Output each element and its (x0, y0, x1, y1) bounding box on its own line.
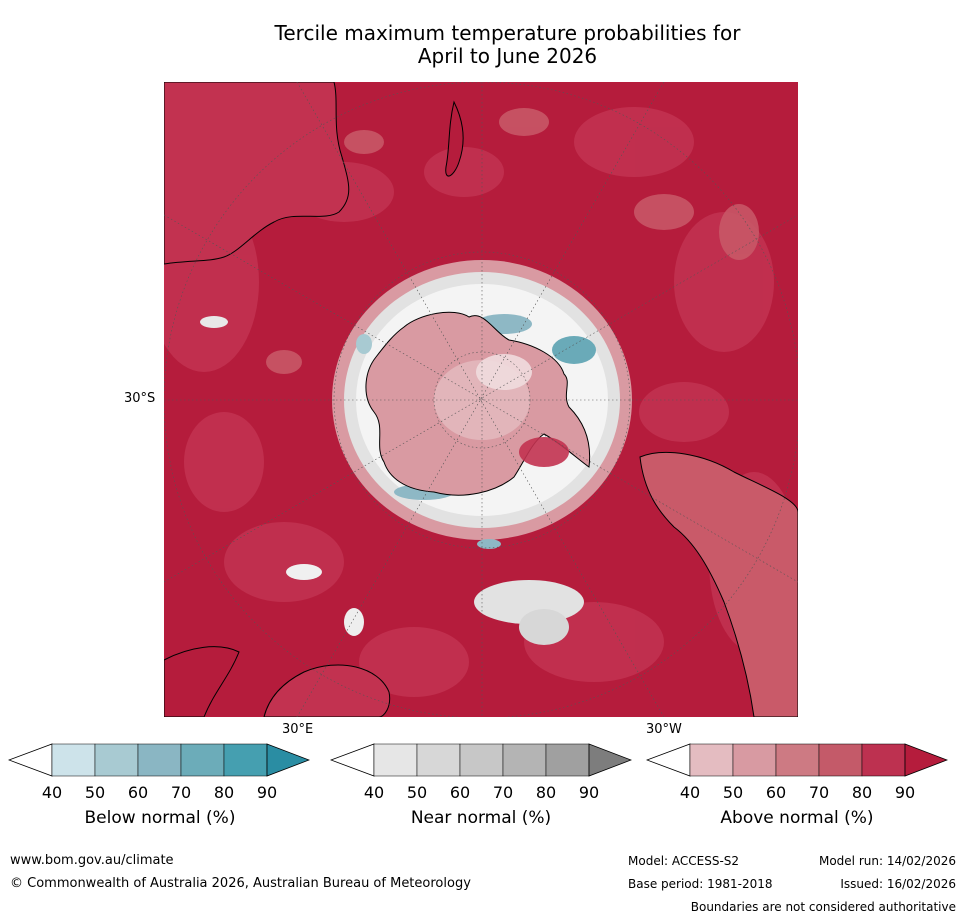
tick: 80 (213, 783, 235, 802)
madagascar (263, 664, 391, 717)
latitude-label: 30°S (124, 391, 156, 406)
colorbar-near-normal (330, 743, 632, 777)
tick: 40 (363, 783, 385, 802)
map-title: Tercile maximum temperature probabilitie… (160, 22, 855, 68)
australia (164, 82, 350, 265)
tick: 80 (851, 783, 873, 802)
colorbar-below-normal (8, 743, 310, 777)
footer-issued: Issued: 16/02/2026 (840, 877, 956, 891)
tick: 40 (41, 783, 63, 802)
tick: 90 (256, 783, 278, 802)
footer-copyright: © Commonwealth of Australia 2026, Austra… (10, 876, 471, 891)
tick: 70 (492, 783, 514, 802)
africa (164, 646, 240, 717)
tick: 50 (406, 783, 428, 802)
tick: 70 (808, 783, 830, 802)
tick: 40 (679, 783, 701, 802)
tick: 80 (535, 783, 557, 802)
title-line-1: Tercile maximum temperature probabilitie… (274, 21, 741, 45)
footer-model-run: Model run: 14/02/2026 (818, 854, 956, 868)
tick: 90 (578, 783, 600, 802)
longitude-label-30e: 30°E (282, 722, 314, 737)
tick: 50 (722, 783, 744, 802)
colorbar-label-below: Below normal (%) (84, 808, 236, 828)
tick: 90 (894, 783, 916, 802)
south-america (639, 451, 798, 717)
colorbar-above-normal (646, 743, 948, 777)
tick: 50 (84, 783, 106, 802)
graticule (164, 82, 798, 717)
colorbar-label-above: Above normal (%) (720, 808, 874, 828)
tick: 60 (765, 783, 787, 802)
colorbar-label-near: Near normal (%) (410, 808, 552, 828)
new-zealand (445, 100, 464, 177)
longitude-label-30w: 30°W (646, 722, 682, 737)
probability-map (164, 82, 798, 717)
below-normal-patches (356, 314, 596, 549)
footer-base-period: Base period: 1981-2018 (628, 877, 773, 891)
footer-url: www.bom.gov.au/climate (10, 853, 174, 868)
footer-disclaimer: Boundaries are not considered authoritat… (690, 900, 956, 914)
footer-model: Model: ACCESS-S2 (628, 854, 740, 868)
tick: 60 (127, 783, 149, 802)
tick: 70 (170, 783, 192, 802)
tick: 60 (449, 783, 471, 802)
title-line-2: April to June 2026 (417, 44, 598, 68)
